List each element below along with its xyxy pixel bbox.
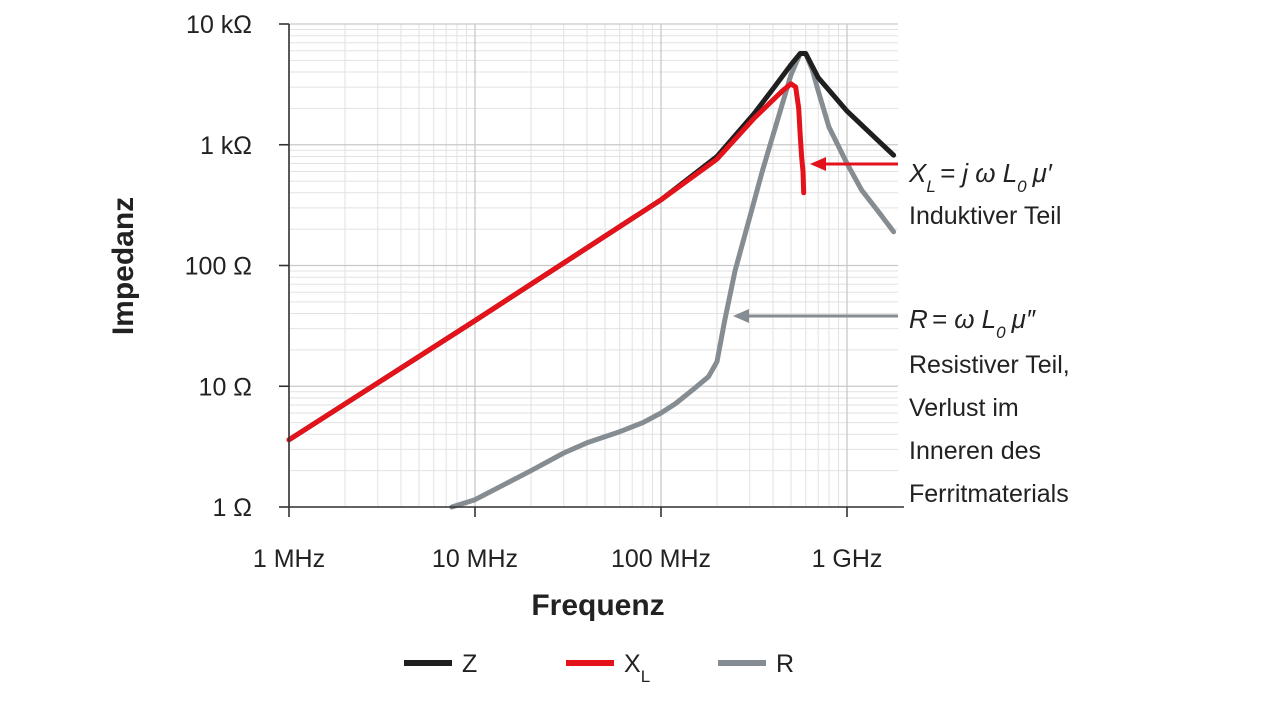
annotation-equation: XL = j ω L0 μ′ — [908, 158, 1053, 196]
annotation-arrow-head — [733, 309, 749, 323]
y-tick-label: 100 Ω — [185, 253, 252, 281]
annotations: XL = j ω L0 μ′ Induktiver Teil R = ω L0 μ″ Resi… — [733, 157, 1070, 508]
y-tick-label: 1 kΩ — [200, 132, 252, 160]
y-axis-title: Impedanz — [107, 197, 140, 335]
legend: Z XL R — [404, 650, 794, 686]
series-line-x — [286, 81, 807, 443]
x-tick-label: 100 MHz — [611, 545, 711, 573]
axes — [279, 23, 904, 517]
y-tick-label: 1 Ω — [212, 494, 252, 522]
annotation-arrow-head — [810, 157, 826, 171]
x-axis-title: Frequenz — [531, 589, 664, 622]
y-tick-label: 10 kΩ — [186, 11, 252, 39]
annotation-equation: R = ω L0 μ″ — [909, 304, 1036, 342]
x-tick-label: 1 MHz — [253, 545, 325, 573]
tick-labels: 1 Ω 10 Ω 100 Ω 1 kΩ 10 kΩ 1 MHz 10 MHz 100 MHz 1… — [185, 11, 883, 573]
x-tick-label: 1 GHz — [812, 545, 883, 573]
annotation-text-line: Inneren des — [909, 437, 1041, 465]
annotation-text-line: Verlust im — [909, 394, 1019, 422]
annotation-text-line: Resistiver Teil, — [909, 351, 1070, 379]
annotation-text-line: Ferritmaterials — [909, 480, 1069, 508]
legend-label-x: XL — [624, 650, 650, 686]
y-tick-label: 10 Ω — [199, 373, 252, 401]
series-line-r — [449, 51, 897, 510]
annotation-text-line: Induktiver Teil — [909, 202, 1061, 230]
x-tick-label: 10 MHz — [432, 545, 518, 573]
legend-label-z: Z — [462, 650, 477, 678]
series-lines — [286, 51, 897, 510]
legend-label-r: R — [776, 650, 794, 678]
